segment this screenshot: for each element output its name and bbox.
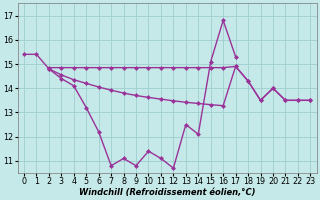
X-axis label: Windchill (Refroidissement éolien,°C): Windchill (Refroidissement éolien,°C) bbox=[79, 188, 255, 197]
